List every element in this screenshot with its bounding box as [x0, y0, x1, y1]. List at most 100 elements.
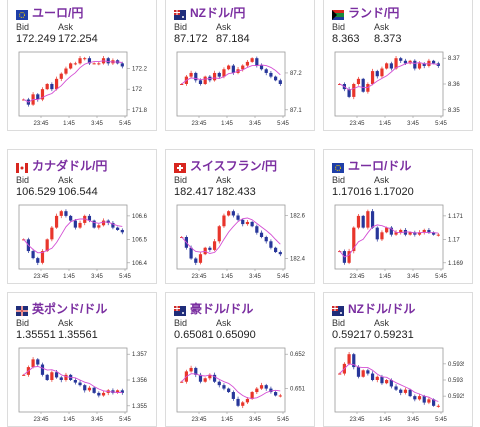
y-tick-label: 0.593: [448, 378, 464, 384]
candle: [278, 393, 282, 398]
card-header: NZドル/円: [174, 5, 246, 20]
chart-area[interactable]: 172.2 172 171.8 23:45 1:45 3:45 5:45: [18, 50, 148, 128]
candle: [40, 87, 45, 102]
x-tick-label: 23:45: [191, 121, 207, 127]
chart-area[interactable]: 1.357 1.356 1.355 23:45 1:45 3:45 5:45: [18, 346, 148, 424]
currency-pair-name[interactable]: スイスフラン/円: [190, 158, 277, 173]
ask-label: Ask: [374, 175, 390, 185]
candle: [73, 378, 77, 385]
currency-pair-name[interactable]: 英ポンド/ドル: [32, 301, 108, 316]
candle: [356, 76, 361, 86]
candle: [64, 209, 68, 218]
candle: [236, 213, 240, 222]
rate-card[interactable]: ランド/円 Bid Ask 8.363 8.373 8.37 8.36 8.35 23:45 1:…: [323, 0, 473, 131]
candle: [408, 388, 412, 398]
x-tick-label: 5:45: [119, 121, 131, 127]
candle: [231, 390, 235, 401]
candle: [347, 86, 351, 99]
chart-area[interactable]: 1.171 1.17 1.169 23:45 1:45 3:45 5:45: [334, 203, 464, 281]
rate-card[interactable]: 豪ドル/ドル Bid Ask 0.65081 0.65090 0.652 0.651 23:4…: [165, 292, 315, 427]
currency-pair-name[interactable]: 豪ドル/ドル: [190, 301, 254, 316]
currency-pair-name[interactable]: NZドル/ドル: [348, 301, 416, 316]
candle: [436, 61, 440, 68]
ask-label: Ask: [374, 318, 390, 328]
rate-card[interactable]: NZドル/ドルBidAsk0.592170.592310.59350.5930.…: [323, 292, 473, 427]
candle: [64, 66, 68, 76]
currency-pair-name[interactable]: NZドル/円: [190, 5, 246, 20]
rate-card[interactable]: カナダドル/円 Bid Ask 106.529 106.544 106.6 106.5 106…: [7, 149, 157, 284]
candle: [222, 213, 226, 228]
candle: [269, 239, 273, 250]
rate-card[interactable]: ユーロ/円 Bid Ask 172.249 172.254 172.2 172 171.8 23…: [7, 0, 157, 131]
ask-value: 1.35561: [58, 329, 98, 341]
card-header: ユーロ/円: [16, 5, 84, 20]
candle: [97, 391, 101, 398]
candle: [203, 75, 207, 85]
candle: [370, 68, 375, 86]
candle: [189, 70, 193, 78]
bid-label: Bid: [16, 318, 30, 328]
moving-average-line: [181, 64, 281, 85]
currency-pair-name[interactable]: ユーロ/円: [32, 5, 84, 20]
y-tick-label: 1.356: [132, 378, 148, 384]
candle: [92, 386, 96, 394]
x-tick-label: 1:45: [379, 121, 391, 127]
candle: [422, 62, 426, 69]
y-tick-label: 87.1: [290, 108, 302, 114]
moving-average-line: [181, 217, 281, 254]
candle: [36, 93, 40, 102]
rate-card[interactable]: ユーロ/ドル Bid Ask 1.17016 1.17020 1.171 1.17 1.169…: [323, 149, 473, 284]
candle: [236, 396, 240, 408]
candle: [31, 357, 35, 369]
chart-area[interactable]: 8.37 8.36 8.35 23:45 1:45 3:45 5:45: [334, 50, 464, 128]
candle: [241, 218, 245, 227]
card-header: NZドル/ドル: [332, 301, 416, 316]
candle: [59, 72, 63, 82]
y-tick-label: 1.169: [448, 261, 464, 267]
chart-area[interactable]: 0.5935 0.593 0.5925 23:45 1:45 3:45 5:45: [334, 346, 464, 424]
bid-label: Bid: [174, 175, 188, 185]
candle: [259, 230, 264, 239]
y-tick-label: 1.357: [132, 352, 148, 358]
candle: [73, 61, 77, 66]
currency-pair-name[interactable]: ランド/円: [348, 5, 400, 20]
x-tick-label: 1:45: [379, 417, 391, 423]
candle: [231, 209, 235, 218]
candle: [274, 391, 278, 397]
x-tick-label: 3:45: [249, 274, 261, 280]
ask-value: 0.65090: [216, 329, 256, 341]
rate-card[interactable]: スイスフラン/円 Bid Ask 182.417 182.433 182.6 182.4 23…: [165, 149, 315, 284]
x-tick-label: 3:45: [249, 121, 261, 127]
gb-flag-icon: [16, 303, 28, 316]
currency-pair-name[interactable]: ユーロ/ドル: [348, 158, 412, 173]
candle: [417, 393, 422, 401]
y-tick-label: 8.35: [448, 108, 460, 114]
chart-area[interactable]: 106.6 106.5 106.4 23:45 1:45 3:45 5:45: [18, 203, 148, 281]
ask-value: 106.544: [58, 186, 98, 198]
candle: [361, 77, 365, 93]
candle: [180, 83, 184, 85]
moving-average-line: [339, 62, 439, 91]
candle: [120, 61, 124, 69]
candle: [116, 226, 120, 231]
rate-card[interactable]: 英ポンド/ドル Bid Ask 1.35551 1.35561 1.357 1.356 1.3…: [7, 292, 157, 427]
x-tick-label: 3:45: [407, 274, 419, 280]
chart-area[interactable]: 87.2 87.1 23:45 1:45 3:45 5:45: [176, 50, 306, 128]
currency-pair-name[interactable]: カナダドル/円: [32, 158, 108, 173]
nz-flag-icon: [174, 7, 186, 20]
candle: [385, 62, 389, 70]
candle: [212, 239, 217, 252]
x-tick-label: 5:45: [435, 121, 447, 127]
candle: [78, 220, 82, 229]
rate-card[interactable]: NZドル/円 Bid Ask 87.172 87.184 87.2 87.1 23:45 1:4…: [165, 0, 315, 131]
x-tick-label: 5:45: [435, 274, 447, 280]
candle: [269, 71, 273, 79]
ask-value: 1.17020: [374, 186, 414, 198]
candle: [370, 371, 375, 382]
candle: [250, 57, 254, 63]
moving-average-line: [23, 60, 123, 103]
chart-area[interactable]: 182.6 182.4 23:45 1:45 3:45 5:45: [176, 203, 306, 281]
candle: [111, 221, 115, 230]
candle: [347, 351, 351, 366]
chart-area[interactable]: 0.652 0.651 23:45 1:45 3:45 5:45: [176, 346, 306, 424]
